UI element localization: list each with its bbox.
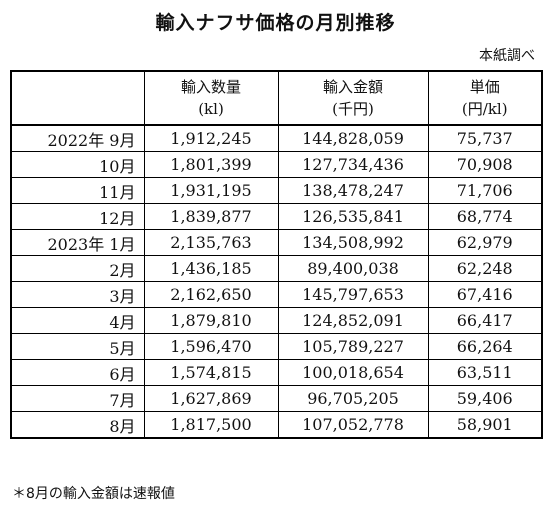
table-header: 輸入数量 (kl) 輸入金額 (千円) 単価 (円/kl) — [10, 70, 543, 126]
header-unit-price-label: 単価 — [469, 78, 500, 96]
table-row: 2023年 1月 2,135,763 134,508,992 62,979 — [10, 229, 543, 256]
unit-price-cell: 59,406 — [427, 385, 543, 412]
period-cell: 2022年 9月 — [10, 124, 145, 152]
period-cell: 5月 — [10, 333, 145, 360]
header-volume: 輸入数量 (kl) — [143, 70, 279, 126]
volume-cell: 1,912,245 — [143, 124, 279, 152]
period-cell: 2023年 1月 — [10, 229, 145, 256]
unit-price-cell: 63,511 — [427, 359, 543, 386]
amount-cell: 134,508,992 — [277, 229, 429, 256]
period-cell: 6月 — [10, 359, 145, 386]
volume-cell: 1,879,810 — [143, 307, 279, 334]
amount-cell: 127,734,436 — [277, 151, 429, 178]
amount-cell: 144,828,059 — [277, 124, 429, 152]
unit-price-cell: 67,416 — [427, 281, 543, 308]
table-row: 11月 1,931,195 138,478,247 71,706 — [10, 177, 543, 204]
table-body: 2022年 9月 1,912,245 144,828,059 75,737 10月 1,8… — [10, 124, 543, 439]
table-row: 12月 1,839,877 126,535,841 68,774 — [10, 203, 543, 230]
period-cell: 12月 — [10, 203, 145, 230]
unit-price-cell: 62,979 — [427, 229, 543, 256]
unit-price-cell: 70,908 — [427, 151, 543, 178]
table-row: 2月 1,436,185 89,400,038 62,248 — [10, 255, 543, 282]
page-title: 輸入ナフサ価格の月別推移 — [155, 12, 396, 34]
header-amount-unit: (千円) — [332, 100, 374, 118]
source-note: 本紙調べ — [479, 48, 535, 64]
volume-cell: 1,436,185 — [143, 255, 279, 282]
amount-cell: 105,789,227 — [277, 333, 429, 360]
amount-cell: 145,797,653 — [277, 281, 429, 308]
volume-cell: 2,162,650 — [143, 281, 279, 308]
volume-cell: 1,817,500 — [143, 411, 279, 439]
table-row: 3月 2,162,650 145,797,653 67,416 — [10, 281, 543, 308]
period-cell: 4月 — [10, 307, 145, 334]
unit-price-cell: 75,737 — [427, 124, 543, 152]
naphtha-price-table: 輸入数量 (kl) 輸入金額 (千円) 単価 (円/kl) 2022年 9月 1,… — [10, 70, 543, 439]
table-row: 4月 1,879,810 124,852,091 66,417 — [10, 307, 543, 334]
amount-cell: 89,400,038 — [277, 255, 429, 282]
table-row: 10月 1,801,399 127,734,436 70,908 — [10, 151, 543, 178]
volume-cell: 1,801,399 — [143, 151, 279, 178]
unit-price-cell: 58,901 — [427, 411, 543, 439]
period-cell: 8月 — [10, 411, 145, 439]
period-cell: 2月 — [10, 255, 145, 282]
unit-price-cell: 68,774 — [427, 203, 543, 230]
table-row: 6月 1,574,815 100,018,654 63,511 — [10, 359, 543, 386]
header-amount: 輸入金額 (千円) — [277, 70, 429, 126]
volume-cell: 1,574,815 — [143, 359, 279, 386]
header-amount-label: 輸入金額 — [322, 78, 383, 96]
table-row: 8月 1,817,500 107,052,778 58,901 — [10, 411, 543, 439]
unit-price-cell: 71,706 — [427, 177, 543, 204]
period-cell: 3月 — [10, 281, 145, 308]
amount-cell: 126,535,841 — [277, 203, 429, 230]
footnote: ＊8月の輸入金額は速報値 — [12, 486, 175, 502]
table-row: 5月 1,596,470 105,789,227 66,264 — [10, 333, 543, 360]
volume-cell: 1,839,877 — [143, 203, 279, 230]
table-row: 2022年 9月 1,912,245 144,828,059 75,737 — [10, 124, 543, 152]
amount-cell: 107,052,778 — [277, 411, 429, 439]
period-cell: 10月 — [10, 151, 145, 178]
table-row: 7月 1,627,869 96,705,205 59,406 — [10, 385, 543, 412]
volume-cell: 2,135,763 — [143, 229, 279, 256]
amount-cell: 124,852,091 — [277, 307, 429, 334]
unit-price-cell: 62,248 — [427, 255, 543, 282]
amount-cell: 96,705,205 — [277, 385, 429, 412]
period-cell: 7月 — [10, 385, 145, 412]
volume-cell: 1,596,470 — [143, 333, 279, 360]
unit-price-cell: 66,264 — [427, 333, 543, 360]
amount-cell: 138,478,247 — [277, 177, 429, 204]
volume-cell: 1,627,869 — [143, 385, 279, 412]
amount-cell: 100,018,654 — [277, 359, 429, 386]
header-volume-unit: (kl) — [198, 100, 224, 118]
unit-price-cell: 66,417 — [427, 307, 543, 334]
header-period — [10, 70, 145, 126]
header-unit-price-unit: (円/kl) — [461, 100, 508, 118]
volume-cell: 1,931,195 — [143, 177, 279, 204]
header-unit-price: 単価 (円/kl) — [427, 70, 543, 126]
header-row: 輸入数量 (kl) 輸入金額 (千円) 単価 (円/kl) — [10, 70, 543, 126]
period-cell: 11月 — [10, 177, 145, 204]
header-volume-label: 輸入数量 — [180, 78, 241, 96]
